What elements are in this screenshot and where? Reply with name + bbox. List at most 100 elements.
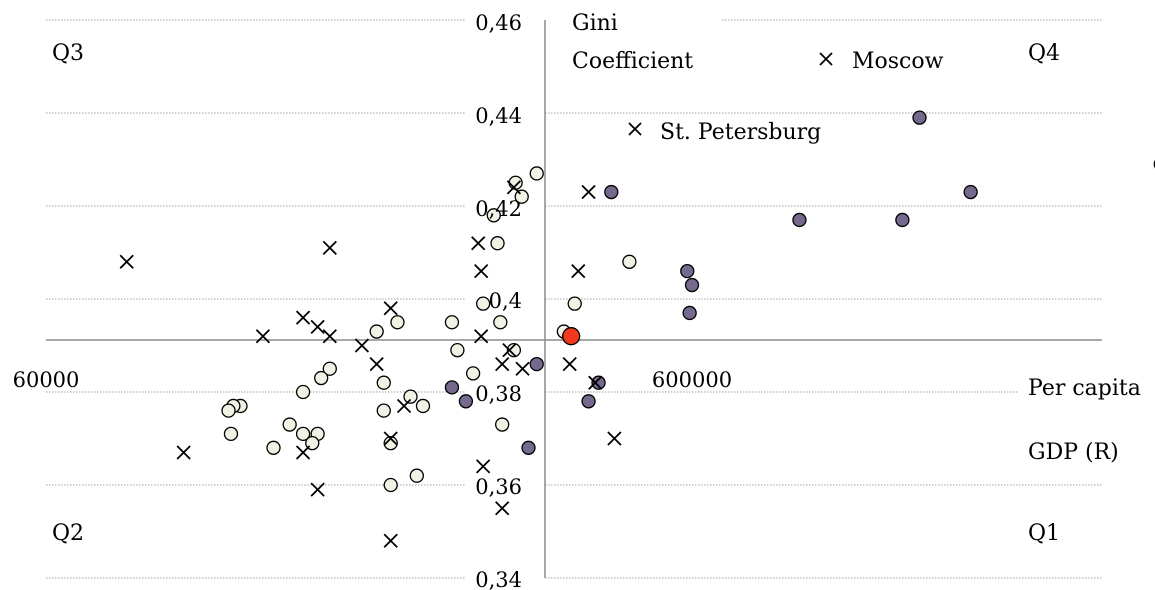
scatter-point-light <box>415 398 431 414</box>
legend: Moscow St. Petersburg <box>628 49 944 145</box>
scatter-point-cross <box>383 431 398 446</box>
scatter-point-cross <box>474 329 489 344</box>
scatter-point-light <box>409 468 424 483</box>
quadrant-label-q1: Q1 <box>1028 521 1060 546</box>
y-tick-label: 0,34 <box>475 568 522 590</box>
legend-marker-moscow <box>819 52 833 66</box>
y-tick-label: 0,4 <box>489 289 522 313</box>
quadrant-label-q2: Q2 <box>52 521 84 546</box>
scatter-point-purple <box>444 380 460 395</box>
scatter-point-purple <box>604 184 619 200</box>
scatter-point-cross <box>495 501 510 516</box>
scatter-point-purple <box>680 263 695 279</box>
scatter-point-purple <box>684 277 700 293</box>
scatter-point-light <box>567 296 582 311</box>
scatter-point-purple <box>792 212 807 228</box>
scatter-point-cross <box>119 254 134 269</box>
scatter-point-purple <box>529 356 544 372</box>
x-axis-title-line: GDP (R) <box>1028 440 1119 465</box>
scatter-point-purple <box>581 394 596 409</box>
data-points <box>119 110 1155 548</box>
scatter-point-light <box>369 324 384 339</box>
scatter-point-light <box>493 315 508 330</box>
scatter-point-light <box>390 315 405 330</box>
scatter-point-cross <box>571 263 586 279</box>
scatter-point-purple <box>895 212 910 228</box>
legend-marker-st-petersburg <box>628 122 642 136</box>
scatter-point-light <box>475 296 491 311</box>
scatter-point-cross <box>383 533 398 548</box>
y-axis-title-line: Coefficient <box>572 49 693 74</box>
x-axis-title-line: Per capita <box>1028 376 1141 401</box>
scatter-point-light <box>223 426 239 442</box>
scatter-point-cross <box>354 338 370 353</box>
scatter-point-cross <box>310 482 325 497</box>
y-axis-title: Gini Coefficient <box>572 11 693 74</box>
scatter-point-light <box>444 315 460 330</box>
scatter-point-light <box>495 417 510 432</box>
scatter-point-cross <box>476 459 491 474</box>
x-axis-title: Per capita GDP (R) <box>1028 376 1141 465</box>
x-tick-label: 60000 <box>13 368 80 392</box>
scatter-point-cross <box>471 236 486 251</box>
scatter-point-light <box>295 384 311 400</box>
scatter-point-cross <box>474 263 489 279</box>
scatter-point-cross <box>396 398 412 414</box>
scatter-point-cross <box>310 319 325 335</box>
scatter-point-cross <box>255 329 271 344</box>
scatter-point-light <box>403 389 418 404</box>
scatter-point-cross <box>295 310 311 325</box>
scatter-point-purple <box>963 184 978 200</box>
scatter-point-cross <box>295 445 311 460</box>
scatter-point-light <box>383 477 398 493</box>
scatter-point-cross <box>502 343 517 358</box>
y-tick-label: 0,42 <box>475 197 522 221</box>
legend-label-st-petersburg: St. Petersburg <box>660 120 821 145</box>
scatter-point-purple <box>591 375 606 390</box>
quadrant-label-q4: Q4 <box>1028 41 1060 66</box>
quadrant-label-q3: Q3 <box>52 41 84 66</box>
y-tick-labels: 0,46 0,44 0,42 0,4 0,38 0,36 0,34 <box>475 11 522 590</box>
scatter-point-cross <box>581 184 596 200</box>
scatter-point-cross <box>369 356 384 372</box>
scatter-point-cross <box>515 361 530 376</box>
legend-label-moscow: Moscow <box>852 49 944 74</box>
scatter-point-light <box>508 175 523 190</box>
scatter-point-light <box>506 342 522 358</box>
scatter-point-light <box>450 342 465 358</box>
scatter-point-cross <box>607 431 622 446</box>
scatter-point-red <box>561 327 581 346</box>
scatter-point-purple <box>521 440 536 455</box>
scatter-point-light <box>314 370 329 386</box>
scatter-point-light <box>295 426 311 442</box>
scatter-point-light <box>465 366 481 381</box>
scatter-point-light <box>322 361 337 376</box>
y-tick-label: 0,38 <box>475 382 522 406</box>
y-tick-label: 0,44 <box>475 104 522 128</box>
scatter-point-cross <box>176 445 191 460</box>
scatter-point-light <box>266 440 281 455</box>
scatter-point-light <box>486 208 501 223</box>
scatter-point-light <box>490 236 505 251</box>
scatter-point-purple <box>682 305 697 321</box>
scatter-point-light <box>383 435 398 451</box>
scatter-point-light <box>376 375 391 390</box>
y-tick-label: 0,46 <box>475 11 522 35</box>
scatter-point-purple <box>458 394 474 409</box>
scatter-point-cross <box>495 356 510 372</box>
quadrant-labels: Q3 Q4 Q2 Q1 <box>52 41 1060 546</box>
scatter-point-cross <box>322 329 337 344</box>
x-tick-labels: 60000 600000 <box>13 368 732 392</box>
scatter-point-light <box>529 166 544 181</box>
y-axis-title-line: Gini <box>572 11 618 36</box>
scatter-point-cross <box>562 356 577 372</box>
scatter-point-light <box>282 417 297 432</box>
scatter-point-light <box>622 254 637 269</box>
x-tick-label: 600000 <box>652 368 732 392</box>
scatter-point-purple <box>912 110 927 125</box>
scatter-point-light <box>376 403 391 418</box>
scatter-point-light <box>221 403 236 418</box>
scatter-point-cross <box>383 301 398 316</box>
y-tick-label: 0,36 <box>475 475 522 499</box>
